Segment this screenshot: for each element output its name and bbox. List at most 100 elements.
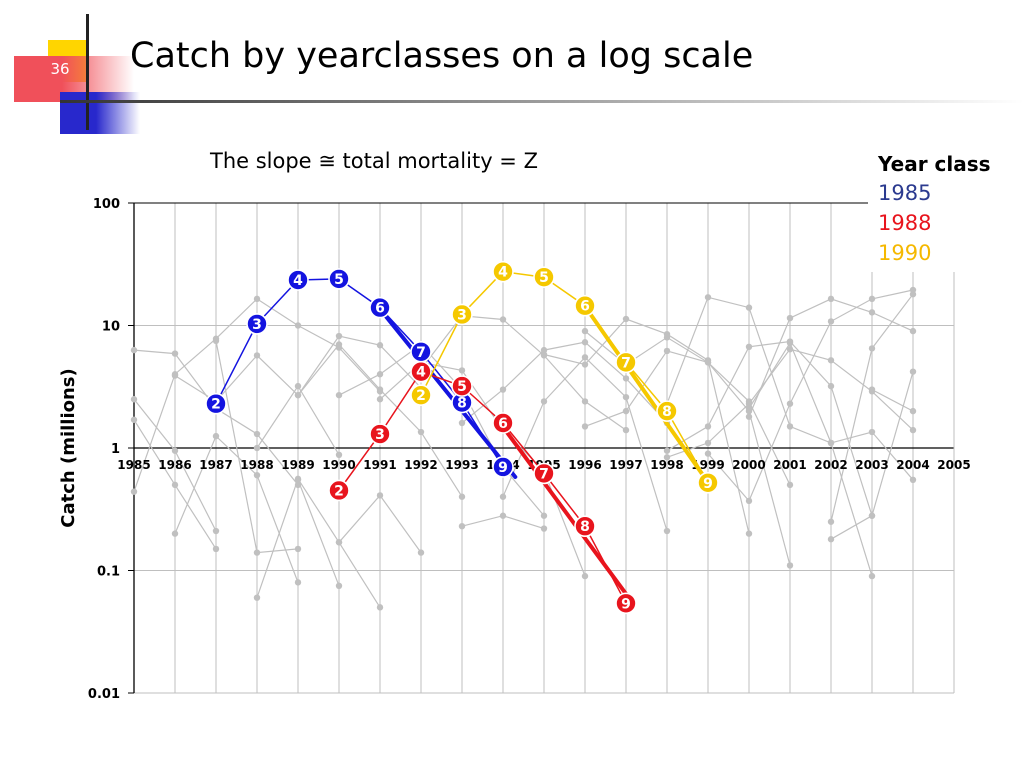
background-series-point bbox=[745, 405, 753, 412]
background-series-point bbox=[212, 337, 220, 345]
background-series-point bbox=[827, 518, 835, 525]
age-marker-1990 bbox=[410, 384, 432, 406]
background-series-point bbox=[581, 354, 589, 361]
background-series-point bbox=[581, 398, 589, 405]
background-series-line bbox=[297, 479, 340, 587]
background-series-point bbox=[294, 476, 302, 484]
background-series-point bbox=[376, 492, 384, 499]
background-series-point bbox=[253, 549, 261, 556]
background-series-point bbox=[786, 481, 794, 489]
background-series-point bbox=[335, 451, 343, 459]
age-label-1988: 7 bbox=[539, 466, 549, 482]
y-tick-label: 10 bbox=[102, 320, 120, 335]
background-series-line bbox=[584, 350, 791, 486]
legend-item-1988: 1988 bbox=[878, 211, 932, 235]
background-series-point bbox=[540, 398, 548, 405]
x-tick-label: 1998 bbox=[650, 458, 683, 472]
background-series-point bbox=[745, 304, 753, 311]
background-series-point bbox=[458, 522, 466, 530]
age-marker-1985 bbox=[492, 456, 514, 478]
background-series-point bbox=[499, 493, 507, 500]
background-series-point bbox=[335, 582, 343, 590]
background-series-line bbox=[543, 318, 750, 534]
age-marker-1985 bbox=[369, 296, 391, 319]
background-series-point bbox=[622, 393, 630, 401]
background-series-point bbox=[335, 539, 343, 546]
background-series-point bbox=[827, 295, 835, 303]
background-series-line bbox=[871, 389, 914, 412]
background-series-point bbox=[458, 367, 466, 374]
background-series-point bbox=[253, 430, 261, 438]
background-series-point bbox=[376, 604, 384, 611]
background-series-point bbox=[417, 549, 425, 556]
x-tick-label: 1988 bbox=[240, 458, 273, 472]
slope-line-1988 bbox=[496, 419, 633, 602]
background-series-point bbox=[581, 572, 589, 580]
background-series-point bbox=[581, 327, 589, 335]
y-axis-title: Catch (millions) bbox=[58, 368, 79, 528]
background-series-point bbox=[827, 357, 835, 364]
background-series-line bbox=[666, 296, 873, 577]
background-series-point bbox=[663, 447, 671, 454]
age-label-1988: 5 bbox=[457, 379, 467, 395]
background-series-point bbox=[499, 386, 507, 393]
age-marker-1990 bbox=[451, 303, 473, 326]
background-series-point bbox=[171, 447, 179, 454]
background-series-point bbox=[786, 423, 794, 430]
age-marker-1988 bbox=[328, 479, 350, 502]
legend-item-1990: 1990 bbox=[878, 241, 932, 265]
x-tick-label: 2000 bbox=[732, 458, 765, 472]
age-label-1990: 4 bbox=[498, 265, 508, 281]
age-marker-1985 bbox=[246, 313, 268, 335]
background-series-point bbox=[540, 346, 548, 354]
age-marker-1988 bbox=[451, 375, 473, 397]
x-tick-label: 1991 bbox=[363, 458, 396, 472]
age-label-1985: 6 bbox=[375, 301, 385, 317]
background-series-point bbox=[458, 419, 466, 427]
background-series-point bbox=[458, 493, 466, 500]
age-marker-1988 bbox=[410, 360, 432, 383]
background-series-point bbox=[868, 428, 876, 436]
age-marker-1985 bbox=[287, 269, 309, 291]
age-label-1985: 4 bbox=[293, 273, 303, 289]
x-tick-label: 1992 bbox=[404, 458, 437, 472]
background-series-point bbox=[663, 527, 671, 535]
background-series-point bbox=[171, 481, 179, 489]
chart-subtitle: The slope ≅ total mortality = Z bbox=[210, 149, 538, 173]
age-label-1985: 5 bbox=[334, 272, 344, 288]
legend-item-1985: 1985 bbox=[878, 181, 932, 205]
age-marker-1985 bbox=[328, 268, 350, 290]
slope-line-1985 bbox=[373, 301, 518, 479]
background-series-point bbox=[663, 454, 671, 461]
background-series-point bbox=[745, 530, 753, 537]
age-marker-1988 bbox=[369, 423, 391, 445]
background-series-point bbox=[704, 423, 712, 430]
age-label-1985: 9 bbox=[498, 460, 508, 476]
background-series-line bbox=[707, 289, 914, 503]
background-series-point bbox=[622, 375, 630, 382]
background-series-point bbox=[335, 341, 343, 348]
background-series-point bbox=[704, 359, 712, 366]
x-tick-label: 1987 bbox=[199, 458, 232, 472]
background-series-point bbox=[745, 343, 753, 351]
age-marker-1990 bbox=[615, 351, 637, 374]
age-marker-1990 bbox=[533, 266, 555, 288]
age-label-1988: 4 bbox=[416, 365, 426, 381]
age-marker-1990 bbox=[656, 400, 678, 422]
x-tick-label: 1990 bbox=[322, 458, 355, 472]
slide-number: 36 bbox=[50, 60, 70, 78]
background-series-point bbox=[909, 407, 917, 415]
age-label-1988: 9 bbox=[621, 596, 631, 612]
background-series-line bbox=[666, 340, 873, 516]
age-marker-1988 bbox=[492, 412, 514, 434]
age-label-1988: 8 bbox=[580, 519, 590, 535]
background-series-point bbox=[212, 545, 220, 553]
background-series-point bbox=[294, 322, 302, 329]
background-series-point bbox=[540, 525, 548, 532]
deco-blue-square bbox=[60, 92, 140, 134]
background-series-point bbox=[827, 318, 835, 325]
age-label-1985: 3 bbox=[252, 317, 262, 333]
age-marker-1990 bbox=[697, 471, 719, 494]
series-line-1988 bbox=[338, 370, 627, 604]
